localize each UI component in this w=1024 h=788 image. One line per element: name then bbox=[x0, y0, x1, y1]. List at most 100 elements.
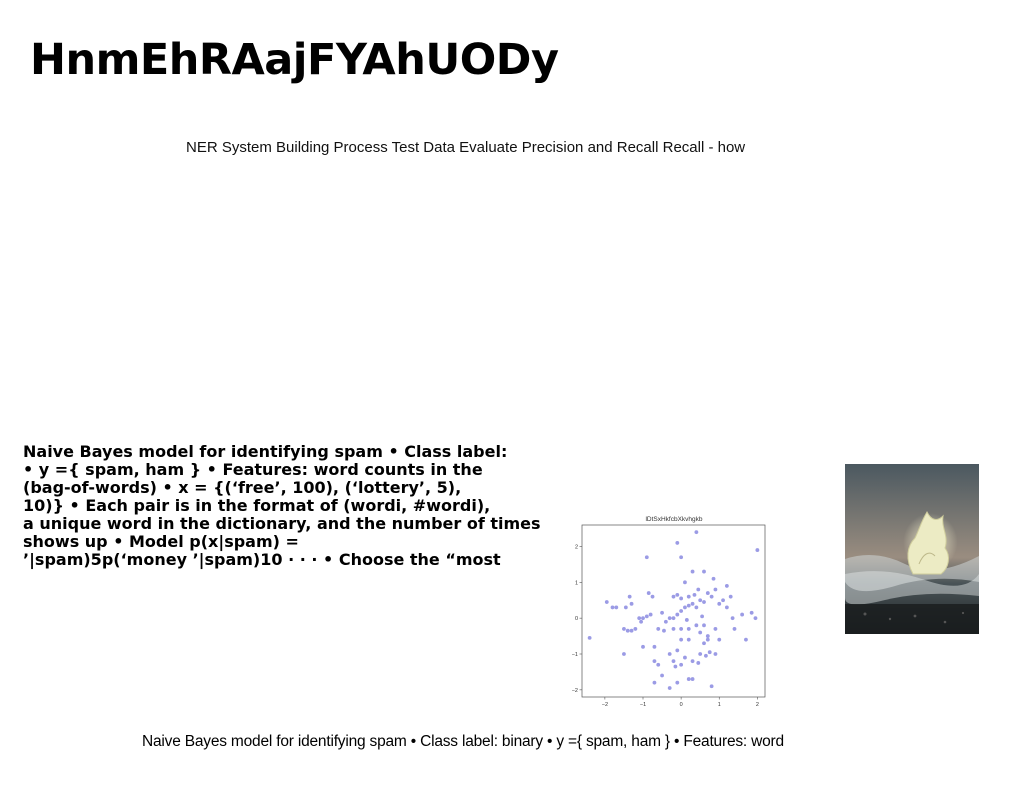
scatter-point bbox=[623, 605, 628, 610]
scatter-point bbox=[610, 605, 615, 610]
y-tick-label: 1 bbox=[575, 580, 578, 586]
scatter-point bbox=[671, 659, 676, 664]
scatter-point bbox=[721, 598, 725, 603]
chart-title: lDtSxHkfcbXkvhgkb bbox=[645, 516, 702, 523]
scatter-point bbox=[749, 610, 754, 615]
scatter-point bbox=[690, 601, 695, 606]
scatter-point bbox=[629, 601, 634, 606]
scatter-point bbox=[679, 609, 684, 613]
scatter-point bbox=[698, 652, 703, 656]
scatter-point bbox=[732, 627, 737, 631]
scatter-point bbox=[671, 616, 676, 621]
scatter-point bbox=[675, 612, 680, 617]
scatter-point bbox=[694, 605, 699, 610]
scatter-point bbox=[717, 601, 722, 606]
scatter-point bbox=[652, 659, 657, 664]
scatter-point bbox=[637, 616, 642, 621]
scatter-point bbox=[675, 592, 680, 597]
scatter-point bbox=[622, 627, 626, 631]
scatter-point bbox=[702, 569, 706, 574]
scatter-point bbox=[705, 634, 710, 638]
scatter-point bbox=[744, 637, 748, 642]
scatter-point bbox=[679, 627, 684, 631]
scatter-point bbox=[705, 591, 710, 595]
scatter-point bbox=[641, 644, 645, 649]
scatter-point bbox=[698, 630, 703, 635]
scatter-point bbox=[671, 627, 676, 631]
wave-rock-photo-icon bbox=[845, 464, 979, 634]
scatter-point bbox=[604, 600, 609, 604]
body-line: 10)} • Each pair is in the format of (wo… bbox=[23, 496, 491, 515]
scatter-point bbox=[704, 653, 708, 658]
scatter-point bbox=[709, 594, 714, 599]
scatter-point bbox=[679, 662, 684, 667]
scatter-point bbox=[686, 677, 691, 681]
scatter-point bbox=[679, 555, 684, 560]
scatter-point bbox=[692, 592, 697, 597]
scatter-point bbox=[652, 644, 657, 649]
scatter-point bbox=[629, 628, 634, 633]
scatter-point bbox=[683, 580, 687, 585]
scatter-point bbox=[686, 594, 691, 599]
body-line: a unique word in the dictionary, and the… bbox=[23, 514, 541, 533]
scatter-point bbox=[656, 662, 661, 667]
y-tick-label: −1 bbox=[572, 652, 578, 658]
scatter-point bbox=[728, 594, 733, 599]
scatter-point bbox=[702, 600, 706, 604]
subtitle: NER System Building Process Test Data Ev… bbox=[186, 139, 746, 156]
scatter-point bbox=[684, 618, 689, 622]
scatter-point bbox=[675, 648, 680, 653]
scatter-point bbox=[644, 614, 649, 619]
scatter-point bbox=[690, 569, 695, 574]
scatter-point bbox=[683, 655, 687, 660]
scatter-point bbox=[667, 616, 672, 621]
scatter-point bbox=[717, 637, 722, 642]
scatter-point bbox=[614, 605, 619, 610]
x-tick-label: −2 bbox=[602, 702, 608, 708]
axis-ticks: −2 −1 0 1 2 2 1 0 −1 −2 bbox=[572, 545, 759, 709]
scatter-point bbox=[713, 587, 718, 592]
scatter-point bbox=[675, 680, 680, 685]
scatter-point bbox=[650, 594, 655, 599]
scatter-point bbox=[694, 623, 699, 628]
scatter-point bbox=[641, 616, 645, 621]
scatter-point bbox=[711, 576, 716, 581]
scatter-point bbox=[696, 587, 701, 592]
scatter-point bbox=[662, 628, 666, 633]
scatter-point bbox=[702, 623, 706, 628]
x-tick-label: −1 bbox=[640, 702, 646, 708]
y-tick-label: 2 bbox=[575, 545, 578, 551]
scatter-point bbox=[683, 605, 687, 610]
scatter-point bbox=[625, 628, 630, 633]
scatter-point bbox=[667, 652, 672, 656]
scatter-point bbox=[700, 614, 704, 619]
scatter-point bbox=[713, 627, 718, 631]
scatter-point bbox=[686, 603, 691, 608]
scatter-point bbox=[671, 594, 676, 599]
scatter-point bbox=[755, 548, 760, 552]
scatter-points bbox=[587, 530, 760, 690]
body-line: Naive Bayes model for identifying spam •… bbox=[23, 442, 508, 461]
scatter-point bbox=[660, 673, 664, 678]
x-tick-label: 1 bbox=[718, 702, 721, 708]
scatter-point bbox=[673, 664, 678, 669]
scatter-point bbox=[686, 627, 691, 631]
body-line: shows up • Model p(x|spam) = bbox=[23, 532, 299, 551]
photo-image bbox=[845, 464, 979, 634]
scatter-point bbox=[652, 680, 657, 685]
scatter-point bbox=[622, 652, 626, 656]
caption: Naive Bayes model for identifying spam •… bbox=[142, 733, 784, 750]
scatter-point bbox=[686, 637, 691, 642]
scatter-point bbox=[679, 596, 684, 601]
scatter-point bbox=[705, 637, 710, 642]
scatter-point bbox=[713, 652, 718, 656]
body-text: Naive Bayes model for identifying spam •… bbox=[23, 443, 543, 569]
body-line: • y ={ spam, ham } • Features: word coun… bbox=[23, 460, 483, 479]
scatter-chart-svg: lDtSxHkfcbXkvhgkb −2 −1 0 1 2 2 1 0 −1 −2 bbox=[572, 516, 766, 709]
scatter-point bbox=[660, 610, 664, 615]
scatter-point bbox=[667, 686, 672, 690]
scatter-chart: lDtSxHkfcbXkvhgkb −2 −1 0 1 2 2 1 0 −1 −2 bbox=[560, 512, 775, 712]
scatter-point bbox=[690, 659, 695, 664]
plot-frame bbox=[581, 524, 766, 698]
scatter-point bbox=[639, 619, 643, 624]
